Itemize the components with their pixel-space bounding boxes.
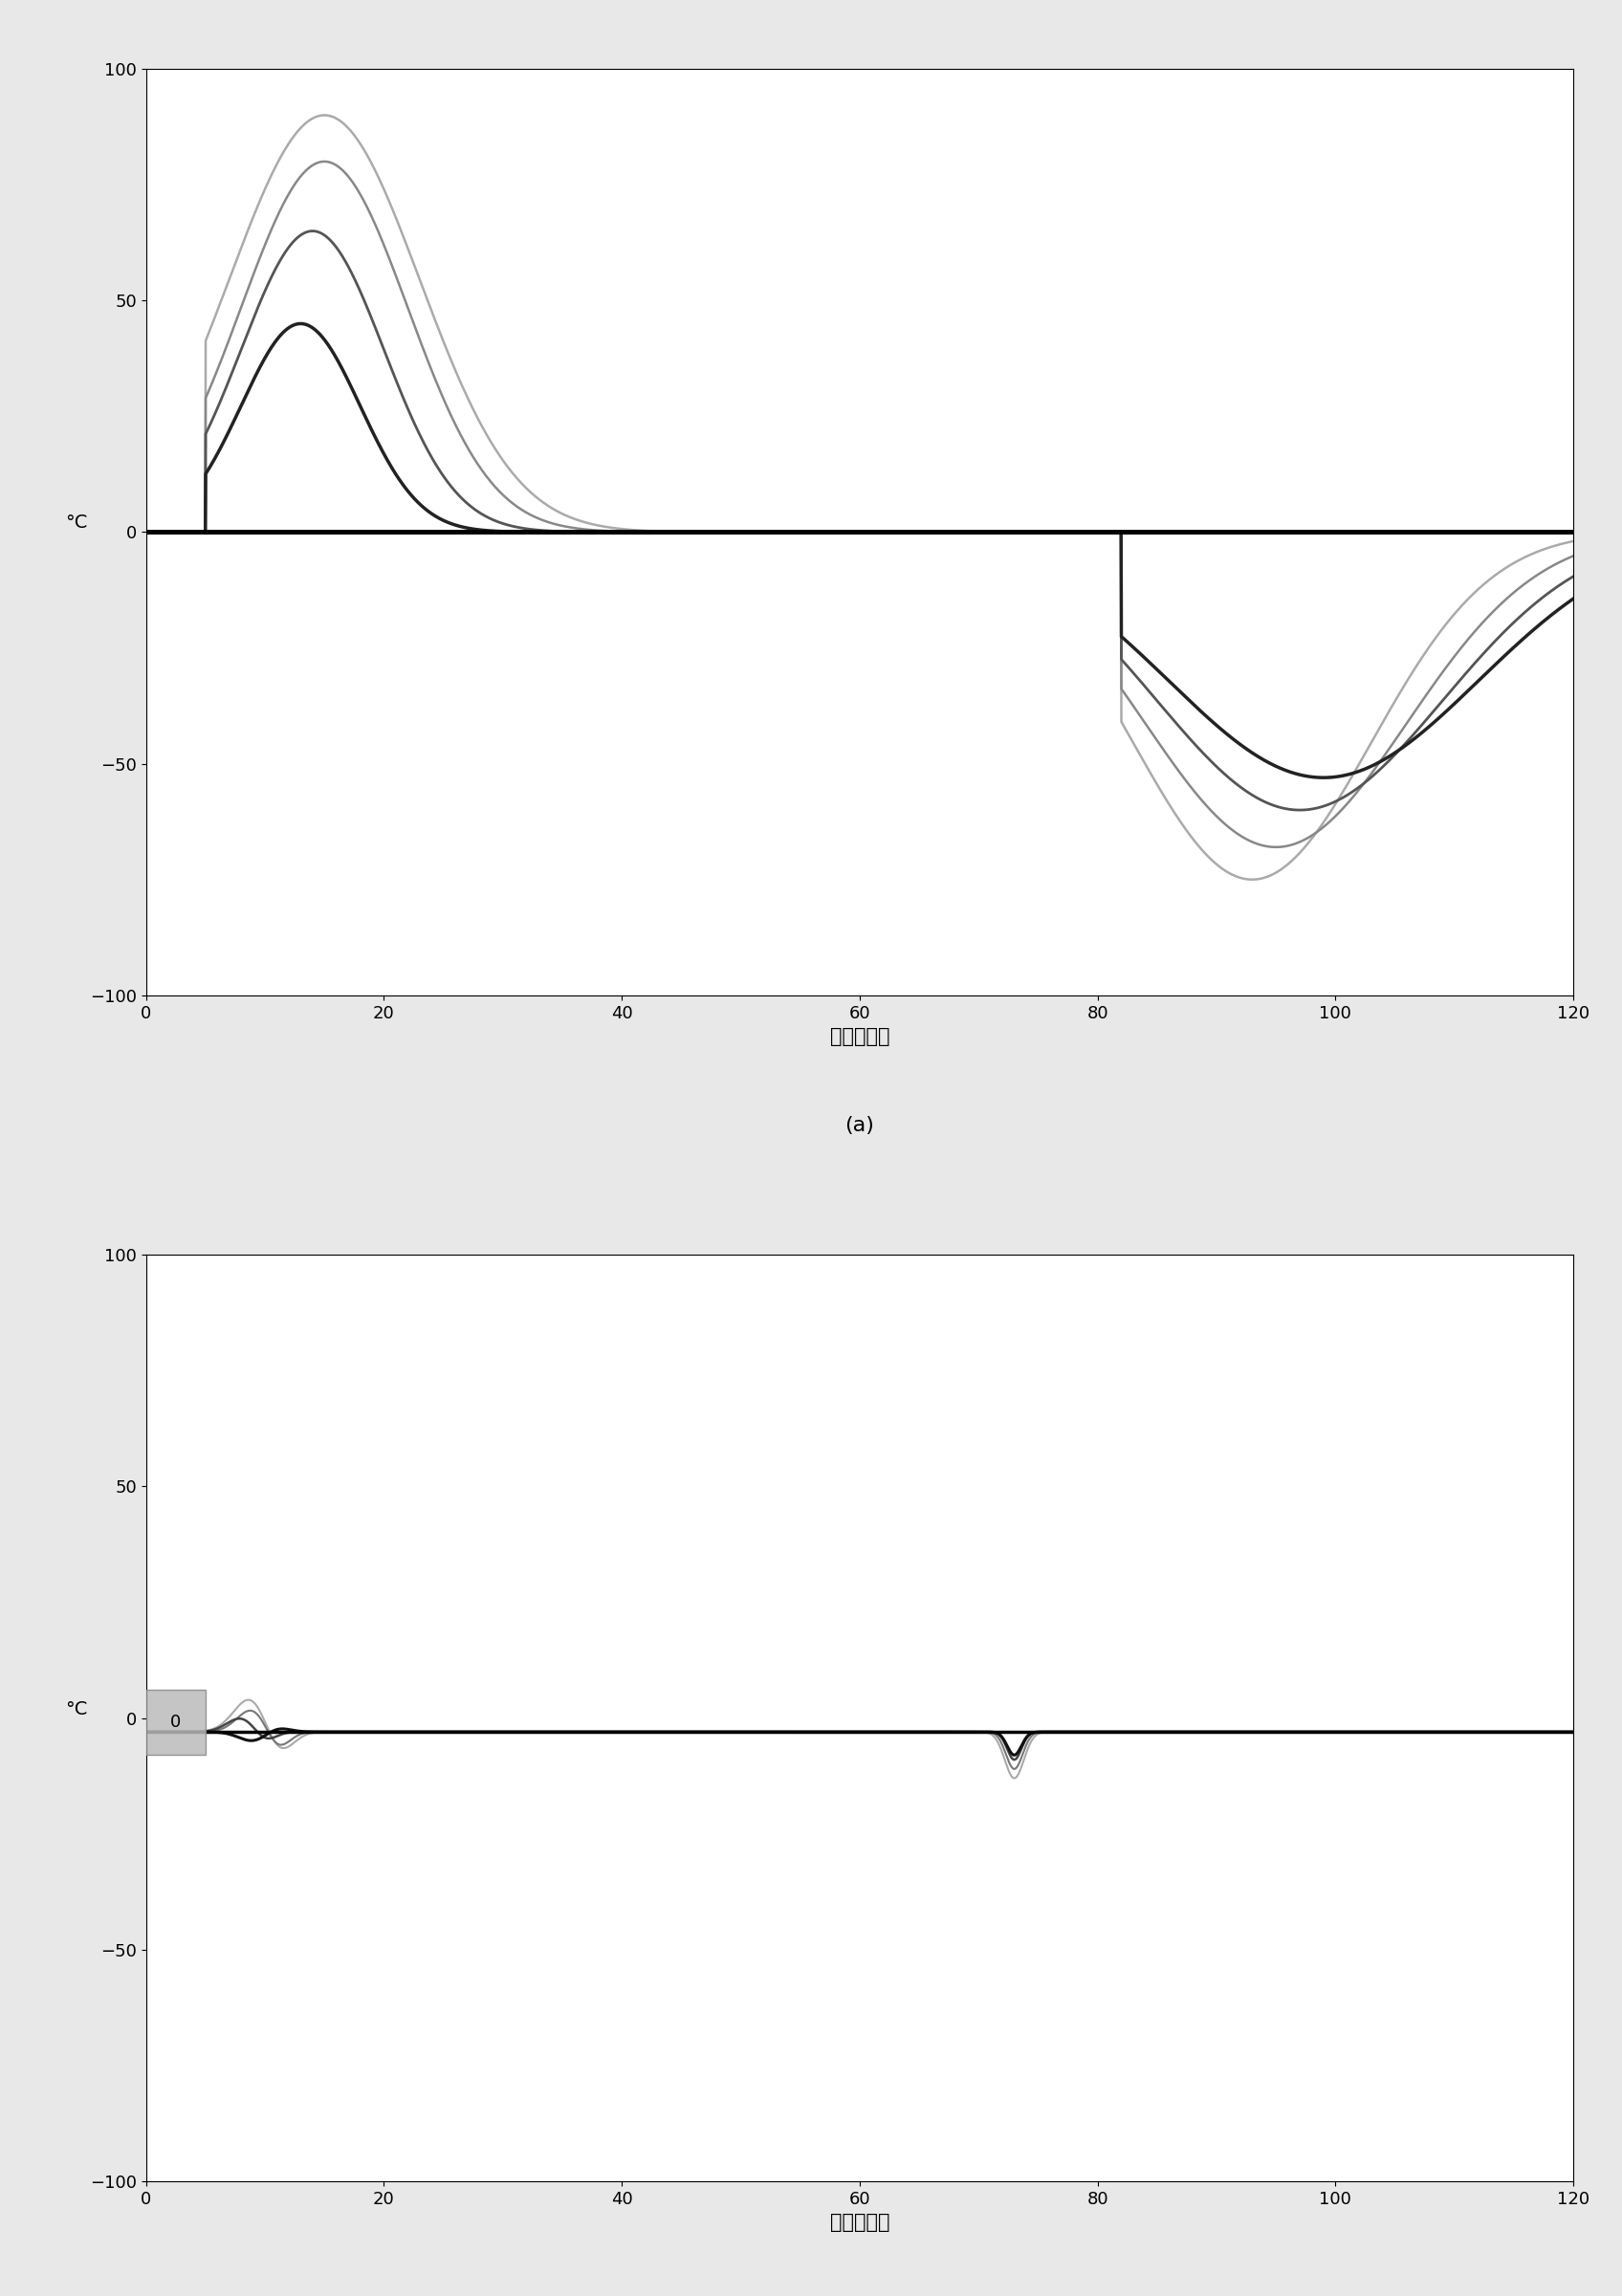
X-axis label: 时间（分）: 时间（分）: [830, 2213, 889, 2232]
FancyBboxPatch shape: [146, 1690, 206, 1754]
Text: 0: 0: [170, 1715, 182, 1731]
X-axis label: 时间（分）: 时间（分）: [830, 1026, 889, 1047]
Y-axis label: °C: °C: [65, 514, 88, 533]
Y-axis label: °C: °C: [65, 1699, 88, 1717]
Text: (a): (a): [845, 1116, 874, 1134]
